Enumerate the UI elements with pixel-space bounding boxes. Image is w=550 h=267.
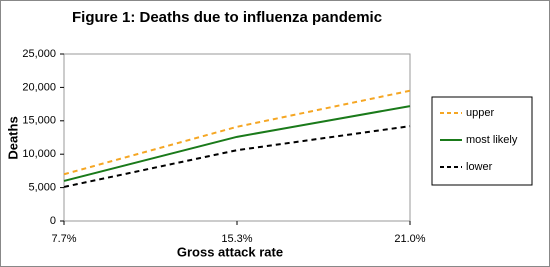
y-tick-label: 5,000 [28,182,56,194]
x-tick-label: 15.3% [221,233,252,245]
series-line [63,125,411,188]
legend-label: lower [466,161,493,173]
y-tick-label: 0 [50,215,56,227]
series-line [63,105,411,182]
x-tick-label: 21.0% [394,233,425,245]
y-tick-label: 15,000 [22,115,56,127]
y-tick-label: 25,000 [22,48,56,60]
chart-title: Figure 1: Deaths due to influenza pandem… [72,9,382,26]
y-axis-label: Deaths [5,116,20,159]
x-axis-label: Gross attack rate [177,244,283,259]
legend-label: upper [466,107,494,119]
x-tick-label: 7.7% [51,233,76,245]
y-tick-label: 10,000 [22,148,56,160]
series-line [63,89,411,176]
legend-label: most likely [466,134,518,146]
y-tick-label: 20,000 [22,81,56,93]
